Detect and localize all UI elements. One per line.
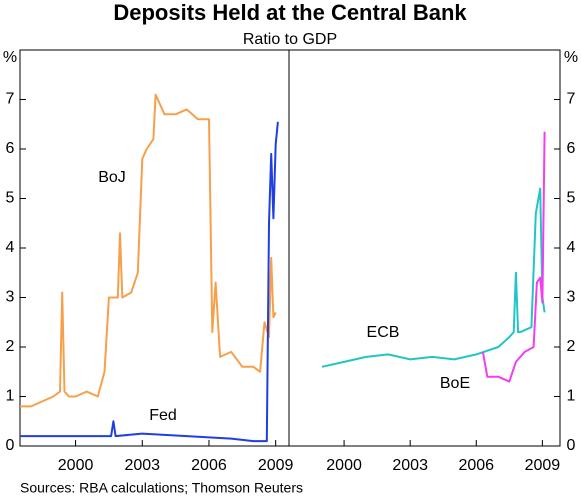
chart-title: Deposits Held at the Central Bank [113,0,467,25]
y-tick-label: 5 [6,190,15,207]
y-tick-label: 0 [567,437,576,454]
y-tick-label: 6 [6,140,15,157]
x-tick-label: 2006 [191,457,227,474]
x-tick-label: 2000 [326,457,362,474]
y-tick-label: 3 [6,289,15,306]
source: Sources: RBA calculations; Thomson Reute… [20,480,303,496]
y-tick-label: 6 [567,140,576,157]
y-tick-label: 1 [6,388,15,405]
y-tick-label: 0 [6,437,15,454]
chart-subtitle: Ratio to GDP [243,31,337,48]
series-label: BoE [440,375,470,392]
y-tick-label: 7 [567,91,576,108]
y-tick-label: 2 [6,338,15,355]
y-tick-label: 5 [567,190,576,207]
x-tick-label: 2006 [458,457,494,474]
y-axis-label: % [3,49,17,66]
x-tick-label: 2003 [392,457,428,474]
y-tick-label: 7 [6,91,15,108]
y-tick-label: 4 [6,239,15,256]
series-line [321,187,546,368]
series-line [481,131,546,383]
x-tick-label: 2009 [525,457,561,474]
series-label: ECB [367,324,400,341]
series-label: Fed [149,407,177,424]
x-tick-label: 2003 [124,457,160,474]
y-tick-label: 3 [567,289,576,306]
y-tick-label: 2 [567,338,576,355]
x-tick-label: 2000 [58,457,94,474]
series-line [20,121,279,443]
y-axis-label: % [564,49,578,66]
series-label: BoJ [98,169,126,186]
series-line [20,93,277,408]
x-tick-label: 2009 [258,457,294,474]
y-tick-label: 4 [567,239,576,256]
y-tick-label: 1 [567,388,576,405]
